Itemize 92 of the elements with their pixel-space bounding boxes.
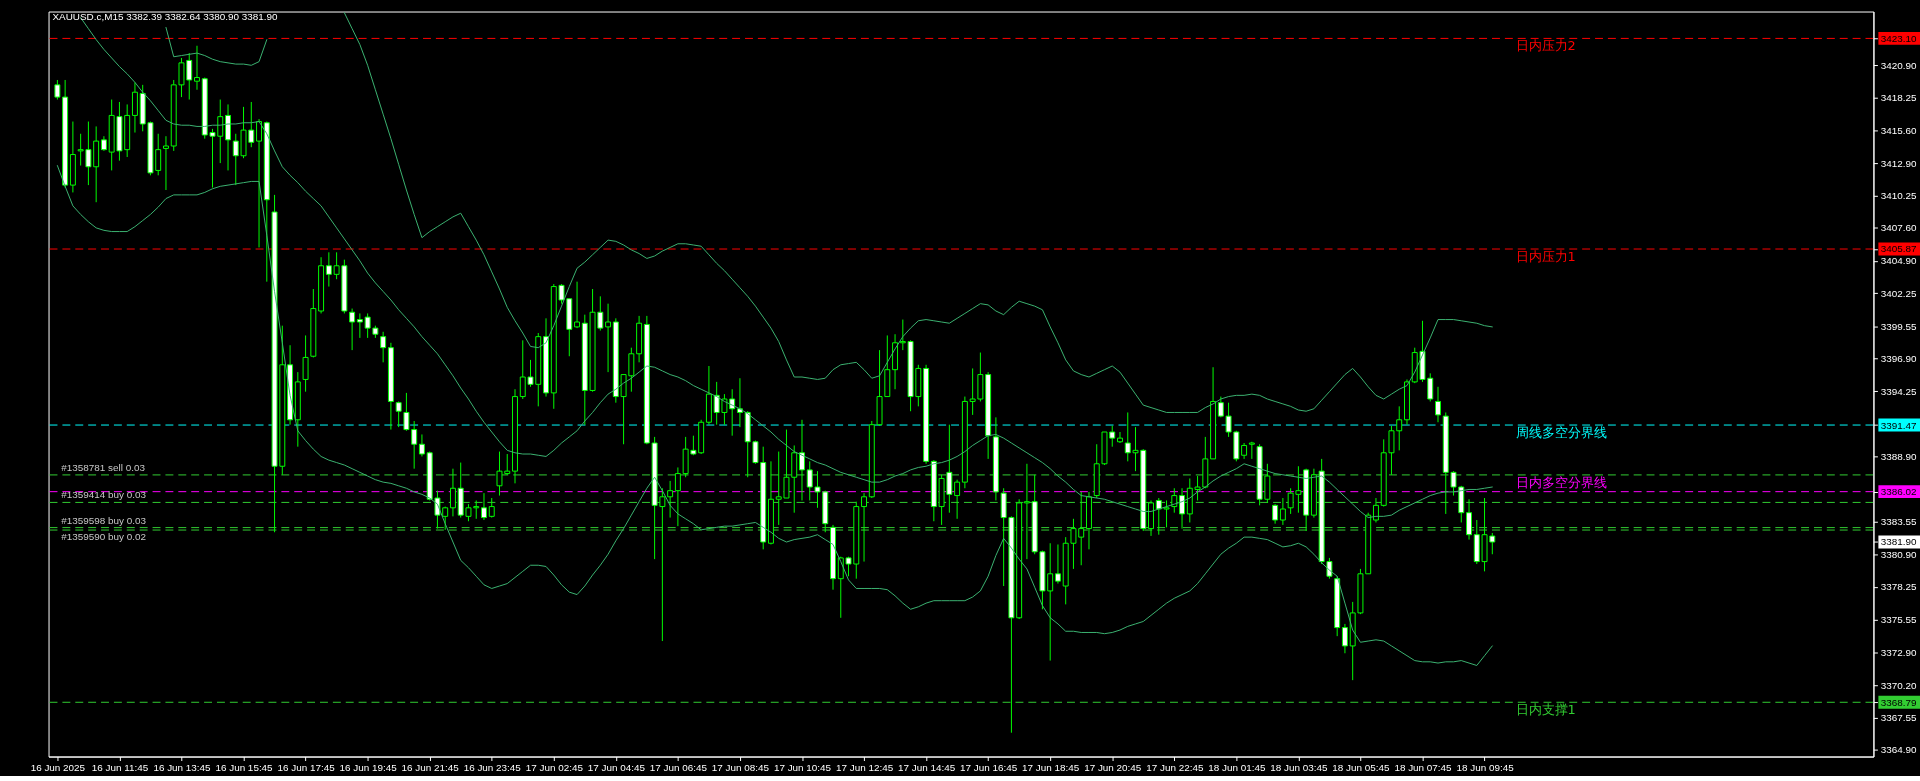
x-tick-label: 18 Jun 09:45 bbox=[1456, 761, 1515, 773]
candlestick bbox=[799, 419, 805, 501]
candlestick bbox=[162, 135, 169, 191]
candlestick bbox=[1466, 498, 1473, 541]
y-tick-label: 3367.55 bbox=[1880, 711, 1918, 723]
x-tick-label: 17 Jun 06:45 bbox=[649, 761, 708, 773]
x-tick-label: 16 Jun 19:45 bbox=[339, 761, 398, 773]
candlestick bbox=[605, 303, 612, 373]
candlestick bbox=[1248, 441, 1255, 460]
candlestick bbox=[1023, 463, 1030, 560]
y-tick-label: 3410.25 bbox=[1880, 189, 1918, 201]
x-tick-label: 17 Jun 10:45 bbox=[773, 761, 832, 773]
x-tick-label: 17 Jun 20:45 bbox=[1084, 761, 1142, 773]
y-tick-label: 3407.60 bbox=[1880, 222, 1918, 234]
candlestick bbox=[1279, 497, 1286, 526]
x-tick-label: 17 Jun 18:45 bbox=[1022, 761, 1080, 773]
x-tick-label: 18 Jun 03:45 bbox=[1270, 761, 1328, 773]
x-tick-label: 16 Jun 11:45 bbox=[91, 761, 149, 773]
candlestick bbox=[131, 81, 138, 134]
ref-line-label: 周线多空分界线 bbox=[1515, 424, 1607, 440]
candlestick bbox=[449, 468, 456, 517]
x-tick-label: 17 Jun 08:45 bbox=[711, 761, 770, 773]
y-tick-label: 3380.90 bbox=[1880, 548, 1918, 560]
y-tick-label: 3404.90 bbox=[1880, 255, 1918, 267]
candlestick bbox=[356, 312, 363, 339]
ref-line-label: 日内压力2 bbox=[1515, 38, 1576, 54]
candlestick bbox=[1341, 623, 1348, 654]
annotation: #1359590 buy 0.02 bbox=[61, 530, 147, 542]
x-tick-label: 16 Jun 23:45 bbox=[463, 761, 522, 773]
line-series bbox=[56, 165, 1493, 666]
candlestick bbox=[1171, 487, 1178, 514]
annotation: #1359598 buy 0.03 bbox=[61, 514, 147, 526]
ref-line-label: 日内压力1 bbox=[1515, 248, 1576, 264]
candlestick bbox=[1117, 431, 1123, 444]
candlestick bbox=[302, 334, 309, 393]
candlestick bbox=[574, 281, 581, 329]
x-tick-label: 16 Jun 13:45 bbox=[153, 761, 212, 773]
y-tick-label: 3423.10 bbox=[1880, 32, 1918, 44]
ref-line-label: 日内多空分界线 bbox=[1515, 474, 1607, 490]
y-tick-label: 3394.25 bbox=[1880, 385, 1918, 397]
y-tick-label: 3412.90 bbox=[1880, 157, 1918, 169]
annotation: #1358781 sell 0.03 bbox=[61, 461, 146, 473]
candlestick bbox=[954, 479, 961, 520]
y-tick-label: 3405.87 bbox=[1880, 243, 1917, 255]
x-tick-label: 18 Jun 05:45 bbox=[1332, 761, 1391, 773]
candlestick bbox=[418, 433, 425, 457]
x-tick-label: 17 Jun 16:45 bbox=[960, 761, 1018, 773]
candlestick bbox=[667, 480, 674, 519]
y-tick-label: 3418.25 bbox=[1880, 92, 1918, 104]
y-tick-label: 3368.79 bbox=[1880, 696, 1918, 708]
x-tick-label: 16 Jun 2025 bbox=[30, 761, 86, 773]
y-tick-label: 3375.55 bbox=[1880, 614, 1918, 626]
y-tick-label: 3386.02 bbox=[1880, 486, 1917, 498]
y-tick-label: 3383.55 bbox=[1880, 516, 1918, 528]
y-tick-label: 3415.60 bbox=[1880, 124, 1918, 136]
x-tick-label: 18 Jun 01:45 bbox=[1208, 761, 1266, 773]
x-tick-label: 17 Jun 22:45 bbox=[1146, 761, 1204, 773]
x-tick-label: 16 Jun 17:45 bbox=[277, 761, 336, 773]
y-tick-label: 3402.25 bbox=[1880, 287, 1918, 299]
y-tick-label: 3364.90 bbox=[1880, 744, 1918, 756]
y-tick-label: 3372.90 bbox=[1880, 646, 1918, 658]
candlestick bbox=[1272, 503, 1279, 525]
y-tick-label: 3399.55 bbox=[1880, 320, 1918, 332]
candlestick bbox=[861, 492, 868, 563]
y-tick-label: 3381.90 bbox=[1880, 536, 1918, 548]
x-tick-label: 17 Jun 02:45 bbox=[525, 761, 584, 773]
candlestick bbox=[349, 308, 356, 351]
y-tick-label: 3370.20 bbox=[1880, 679, 1918, 691]
candlestick bbox=[488, 497, 495, 519]
candlestick bbox=[1179, 487, 1186, 530]
annotation: #1359414 buy 0.03 bbox=[61, 489, 147, 501]
x-tick-label: 17 Jun 12:45 bbox=[835, 761, 894, 773]
candlestick bbox=[481, 492, 487, 521]
y-tick-label: 3391.47 bbox=[1880, 419, 1917, 431]
candlestick bbox=[256, 118, 263, 248]
candlestick bbox=[1054, 543, 1061, 585]
candlestick bbox=[380, 331, 387, 363]
x-tick-label: 17 Jun 04:45 bbox=[587, 761, 646, 773]
candlestick bbox=[1372, 497, 1379, 523]
x-tick-label: 17 Jun 14:45 bbox=[897, 761, 956, 773]
candlestick bbox=[395, 400, 402, 428]
candlestick bbox=[1435, 386, 1441, 423]
y-tick-label: 3378.25 bbox=[1880, 581, 1918, 593]
y-tick-label: 3420.90 bbox=[1880, 59, 1918, 71]
candlestick bbox=[674, 466, 681, 527]
y-tick-label: 3388.90 bbox=[1880, 450, 1918, 462]
x-tick-label: 16 Jun 15:45 bbox=[215, 761, 274, 773]
y-tick-label: 3396.90 bbox=[1880, 353, 1918, 365]
x-tick-label: 16 Jun 21:45 bbox=[401, 761, 460, 773]
ref-line-label: 日内支撑1 bbox=[1515, 702, 1576, 718]
x-tick-label: 18 Jun 07:45 bbox=[1394, 761, 1453, 773]
chart-title: XAUUSD.c,M15 3382.39 3382.64 3380.90 3381.90 bbox=[52, 11, 278, 23]
